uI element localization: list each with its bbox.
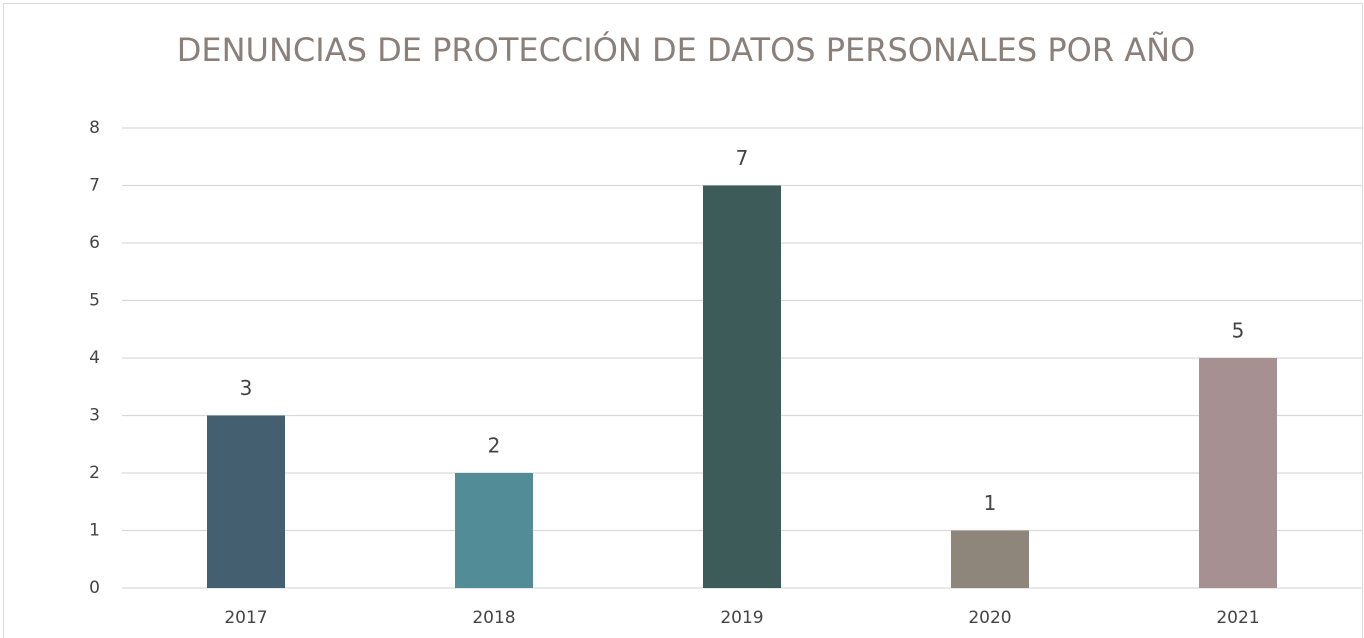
x-tick-label: 2017 xyxy=(224,608,267,628)
bar xyxy=(951,530,1029,588)
chart-title: DENUNCIAS DE PROTECCIÓN DE DATOS PERSONA… xyxy=(176,31,1196,69)
data-label: 3 xyxy=(240,376,253,400)
data-label: 1 xyxy=(984,491,997,515)
y-tick-label: 0 xyxy=(89,578,100,598)
y-tick-label: 8 xyxy=(89,118,100,138)
y-tick-label: 6 xyxy=(89,233,100,253)
y-tick-label: 1 xyxy=(89,521,100,541)
x-tick-label: 2018 xyxy=(472,608,515,628)
chart-frame xyxy=(3,3,1363,638)
y-tick-label: 2 xyxy=(89,463,100,483)
data-label: 7 xyxy=(736,146,749,170)
x-tick-label: 2020 xyxy=(968,608,1011,628)
data-label: 5 xyxy=(1232,319,1245,343)
data-label: 2 xyxy=(488,434,501,458)
bar xyxy=(455,473,533,588)
bar xyxy=(207,415,285,588)
x-tick-label: 2019 xyxy=(720,608,763,628)
bar xyxy=(703,185,781,588)
y-tick-label: 3 xyxy=(89,406,100,426)
x-tick-label: 2021 xyxy=(1216,608,1259,628)
bar xyxy=(1199,358,1277,588)
y-tick-label: 7 xyxy=(89,176,100,196)
y-tick-label: 5 xyxy=(89,291,100,311)
y-tick-label: 4 xyxy=(89,348,100,368)
